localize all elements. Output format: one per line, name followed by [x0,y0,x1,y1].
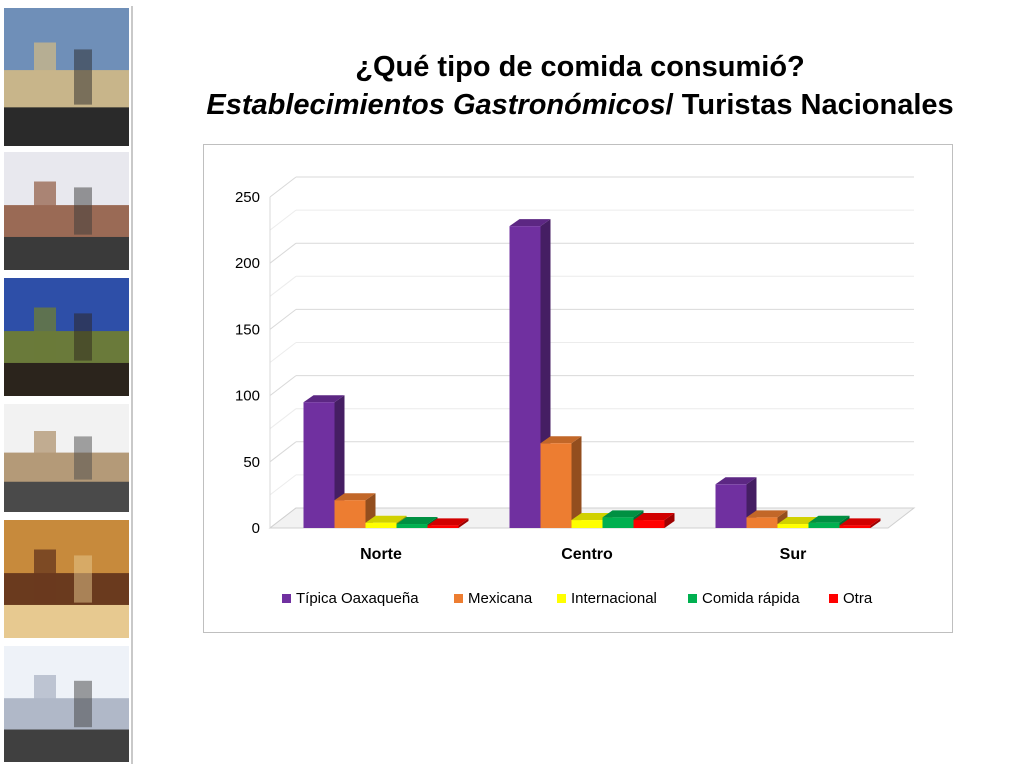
bar-top-centro-3 [602,510,644,518]
bar-top-centro-1 [540,436,582,444]
gridline-side-minor-75 [269,408,297,430]
bar-sur-4 [839,525,871,528]
photo-church-plaza [4,404,129,512]
legend-swatch-4 [829,594,838,603]
legend-label-4: Otra [843,590,873,607]
bar-top-centro-0 [509,219,551,227]
photo-street-crowd [4,152,129,270]
photo-terrace-night [4,278,129,396]
bar-norte-2 [365,522,397,528]
gridline-side-minor-25 [269,474,297,496]
y-tick-label-0: 0 [252,520,260,537]
legend-label-2: Internacional [571,590,657,607]
legend-swatch-1 [454,594,463,603]
x-tick-label-sur: Sur [780,546,807,563]
bar-top-centro-2 [571,513,613,521]
legend-swatch-2 [557,594,566,603]
x-tick-label-norte: Norte [360,546,402,563]
bar-chart: 0 50 100 150 200 250 Norte Centro Sur Típica Oaxa… [235,176,916,607]
title-line-2: Establecimientos Gastronómicos/ Turistas… [180,86,980,124]
bar-top-sur-0 [715,477,757,485]
chart-frame: 0 50 100 150 200 250 Norte Centro Sur Típica Oaxa… [203,144,953,633]
bar-top-centro-4 [633,513,675,521]
y-tick-label-250: 250 [235,189,260,206]
y-tick-label-50: 50 [243,454,260,471]
bar-top-sur-2 [777,517,819,525]
bar-top-sur-3 [808,515,850,523]
photo-hotel-room [4,520,129,638]
y-tick-label-100: 100 [235,388,260,405]
bar-top-norte-4 [427,518,469,526]
legend-label-3: Comida rápida [702,590,800,607]
gridline-side-minor-125 [269,342,297,363]
bar-side-centro-4 [664,513,675,528]
bar-side-norte-0 [334,395,345,528]
bar-norte-1 [334,500,366,528]
legend-label-0: Típica Oaxaqueña [296,590,419,607]
bar-side-sur-4 [870,518,881,528]
bar-sur-1 [746,517,778,528]
bar-norte-4 [427,525,459,528]
bar-centro-2 [571,520,603,528]
gridline-side-200 [269,242,297,264]
bar-top-norte-3 [396,517,438,525]
x-tick-label-centro: Centro [561,546,613,563]
gridline-side-minor-175 [269,275,297,297]
bar-top-sur-1 [746,510,788,518]
legend-swatch-0 [282,594,291,603]
bar-top-norte-0 [303,395,345,403]
bar-side-norte-4 [458,518,469,528]
title-line-1: ¿Qué tipo de comida consumió? [355,51,805,83]
gridline-side-100 [269,375,297,396]
bar-sur-2 [777,524,809,528]
gridline-side-minor-225 [269,209,297,231]
photo-strip [0,6,133,764]
gridline-side-50 [269,441,297,463]
legend-swatch-3 [688,594,697,603]
bar-norte-0 [303,402,335,528]
slide-title: ¿Qué tipo de comida consumió? Establecim… [180,48,980,124]
bar-top-sur-4 [839,518,881,526]
gridline-side-150 [269,309,297,330]
bar-norte-3 [396,524,428,528]
legend-label-1: Mexicana [468,590,533,607]
photo-pool-cathedral [4,8,129,146]
bar-top-norte-1 [334,493,376,501]
y-tick-label-200: 200 [235,255,260,272]
gridline-side-250 [269,176,297,198]
title-rest-part: / Turistas Nacionales [665,89,954,121]
photo-airport-crowd [4,646,129,762]
y-tick-label-150: 150 [235,321,260,338]
bar-centro-1 [540,443,572,528]
bar-centro-4 [633,520,665,528]
bar-sur-0 [715,484,747,528]
bar-top-norte-2 [365,515,407,523]
title-italic-part: Establecimientos Gastronómicos [206,89,666,121]
bar-sur-3 [808,522,840,528]
bar-centro-0 [509,226,541,528]
bar-side-centro-1 [571,436,582,528]
bar-centro-3 [602,517,634,528]
